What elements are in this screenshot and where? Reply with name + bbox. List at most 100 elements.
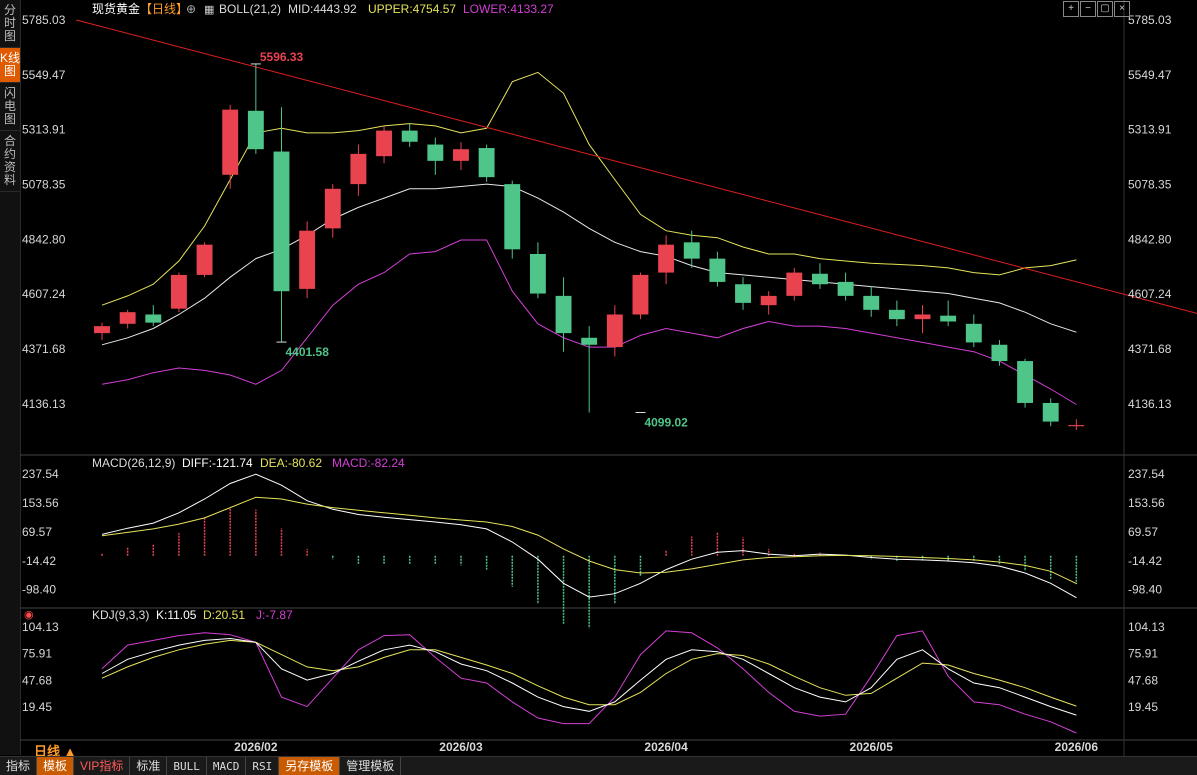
candle-body [401, 130, 418, 142]
candle-body [94, 326, 110, 334]
price-tick-label: 4136.13 [1128, 397, 1172, 411]
standard-button[interactable]: 标准 [130, 757, 168, 775]
bull-button[interactable]: BULL [167, 757, 207, 775]
candle-body [324, 188, 341, 229]
date-tick-label: 2026/04 [644, 740, 688, 754]
kdj-j-line [101, 630, 1077, 734]
kdj-indicator-icon[interactable]: ◉ [24, 609, 34, 621]
candle-body [427, 144, 444, 161]
price-tick-label: 5313.91 [1128, 123, 1172, 137]
candle-body [837, 281, 854, 296]
candle-body [632, 274, 649, 315]
kdj-panel [101, 630, 1077, 734]
chart-area[interactable]: 现货黄金 【日线】 ⊕ ▦ BOLL(21,2) MID:4443.92 UPP… [20, 0, 1197, 756]
date-tick-label: 2026/03 [439, 740, 483, 754]
price-tick-label: 5785.03 [22, 13, 66, 27]
macd-tick-label: -98.40 [22, 583, 56, 597]
date-tick-label: 2026/06 [1055, 740, 1099, 754]
bottom-toolbar: 指标 模板 VIP指标 标准 BULL MACD RSI 另存模板 管理模板 [0, 756, 1197, 775]
boll-lower: LOWER:4133.27 [463, 2, 554, 16]
price-tick-label: 4607.24 [22, 287, 66, 301]
macd-tick-label: -14.42 [22, 554, 56, 568]
period-selector[interactable]: 日线 ▲ [34, 744, 77, 759]
save-template-button[interactable]: 另存模板 [279, 757, 341, 775]
price-tick-label: 5313.91 [22, 123, 66, 137]
macd-diff: DIFF:-121.74 [182, 456, 253, 470]
template-button[interactable]: 模板 [37, 757, 75, 775]
kdj-tick-label: 75.91 [22, 647, 52, 661]
candle-body [914, 314, 931, 320]
tab-flash-chart[interactable]: 闪电图 [0, 83, 20, 131]
candle-body [119, 312, 136, 324]
macd-tick-label: -98.40 [1128, 583, 1162, 597]
tab-timeshare[interactable]: 分时图 [0, 0, 20, 48]
macd-panel [101, 473, 1078, 629]
sidebar: 分时图 K线图 闪电图 合约资料 [0, 0, 21, 755]
boll-icon: ▦ [204, 4, 214, 16]
candle-body [965, 323, 982, 343]
price-tick-label: 4136.13 [22, 397, 66, 411]
rsi-button[interactable]: RSI [246, 757, 280, 775]
macd-label: MACD(26,12,9) [92, 456, 175, 470]
date-tick-label: 2026/05 [850, 740, 894, 754]
macd-tick-label: 69.57 [1128, 525, 1158, 539]
kdj-j: J:-7.87 [256, 608, 293, 622]
candle-body [735, 284, 751, 303]
candle-body [529, 253, 546, 294]
kdj-k-line [101, 637, 1077, 716]
trend-line [76, 19, 1197, 314]
candle-body [1042, 402, 1059, 422]
boll-upper-line [101, 71, 1077, 306]
kdj-tick-label: 19.45 [22, 700, 52, 714]
kdj-tick-label: 47.68 [1128, 673, 1158, 687]
vip-indicator-button[interactable]: VIP指标 [74, 757, 131, 775]
candle-body [273, 151, 290, 292]
manage-template-button[interactable]: 管理模板 [340, 757, 402, 775]
macd-tick-label: -14.42 [1128, 554, 1162, 568]
expand-icon[interactable]: ▢ [1097, 1, 1113, 17]
tab-contract-info[interactable]: 合约资料 [0, 131, 20, 192]
price-tick-label: 4842.80 [22, 232, 66, 246]
kdj-tick-label: 104.13 [1128, 620, 1165, 634]
macd-tick-label: 153.56 [22, 496, 59, 510]
kdj-d: D:20.51 [203, 608, 245, 622]
candle-body [196, 244, 213, 275]
candle-body [299, 230, 316, 289]
price-tick-label: 4371.68 [1128, 342, 1172, 356]
close-icon[interactable]: × [1114, 1, 1130, 17]
tab-kline[interactable]: K线图 [0, 48, 20, 83]
candle-body [478, 148, 495, 178]
settings-icon[interactable]: ⊕ [186, 2, 196, 16]
boll-upper: UPPER:4754.57 [368, 2, 456, 16]
price-tick-label: 4842.80 [1128, 232, 1172, 246]
candle-body [581, 337, 598, 345]
kdj-k: K:11.05 [156, 608, 197, 622]
price-tick-label: 4371.68 [22, 342, 66, 356]
price-tick-label: 5078.35 [1128, 178, 1172, 192]
indicator-button[interactable]: 指标 [0, 757, 38, 775]
price-annotation: 4401.58 [285, 345, 329, 359]
grid [20, 0, 1197, 756]
candle-body [170, 274, 187, 309]
candle-body [350, 153, 367, 185]
candle-body [453, 149, 469, 161]
macd-dif-line [101, 473, 1077, 599]
macd-tick-label: 237.54 [22, 467, 59, 481]
boll-mid: MID:4443.92 [288, 2, 357, 16]
candle-body [555, 295, 572, 334]
price-tick-label: 5549.47 [1128, 68, 1172, 82]
candle-body [606, 314, 623, 348]
candle-body [145, 314, 162, 323]
zoom-out-icon[interactable]: − [1080, 1, 1096, 17]
instrument-title: 现货黄金 [92, 1, 140, 16]
axes: 5785.03 5785.03 5549.47 5549.47 5313.91 5313.… [22, 13, 1172, 754]
boll-mid-line [101, 183, 1077, 346]
kdj-d-line [101, 639, 1077, 707]
macd-button[interactable]: MACD [207, 757, 247, 775]
price-tick-label: 5785.03 [1128, 13, 1172, 27]
zoom-in-icon[interactable]: + [1063, 1, 1079, 17]
boll-label: BOLL(21,2) [219, 2, 281, 16]
candle-body [222, 109, 239, 175]
candle-body [683, 242, 700, 259]
